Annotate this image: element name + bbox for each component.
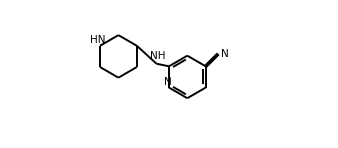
Text: N: N <box>164 77 172 87</box>
Text: NH: NH <box>149 51 165 61</box>
Text: HN: HN <box>90 36 105 45</box>
Text: N: N <box>221 49 228 59</box>
